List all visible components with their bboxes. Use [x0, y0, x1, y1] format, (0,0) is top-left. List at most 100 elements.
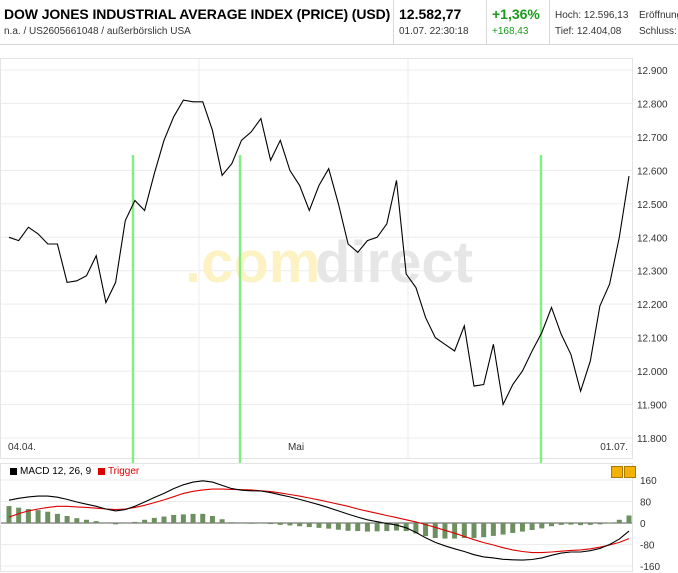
histogram-bar [626, 515, 632, 523]
histogram-bar [297, 523, 303, 527]
price-tick-label: 12.100 [637, 334, 668, 345]
histogram-bar [345, 523, 351, 531]
histogram-bar [180, 514, 186, 523]
macd-tick-label: -80 [640, 541, 655, 552]
x-tick-label: 01.07. [600, 442, 628, 453]
histogram-bar [461, 523, 467, 539]
price-tick-label: 11.800 [637, 434, 667, 445]
price-tick-label: 12.600 [637, 166, 668, 177]
histogram-bar [490, 523, 496, 536]
price-tick-label: 12.800 [637, 99, 668, 110]
price-tick-label: 12.500 [637, 200, 668, 211]
trigger-swatch [97, 467, 105, 475]
histogram-bar [74, 518, 80, 523]
histogram-bar [190, 513, 196, 523]
macd-legend: MACD 12, 26, 9 Trigger [10, 466, 139, 477]
watermark: .com direct [185, 230, 473, 295]
histogram-bar [500, 523, 506, 535]
histogram-bar [607, 522, 613, 524]
settings-icon[interactable] [611, 466, 623, 478]
histogram-bar [413, 523, 419, 534]
x-axis-labels: 04.04. Mai 01.07. [8, 442, 628, 453]
histogram-bar [54, 513, 60, 523]
histogram-bar [64, 516, 70, 523]
histogram-bar [384, 523, 390, 532]
price-tick-label: 11.900 [637, 401, 667, 412]
histogram-bar [452, 523, 458, 539]
instrument-subtitle: n.a. / US2605661048 / außerbörslich USA [4, 26, 191, 37]
histogram-bar [587, 523, 593, 525]
change-cell [486, 0, 549, 44]
histogram-bar [558, 523, 564, 525]
price-tick-label: 12.900 [637, 66, 668, 77]
histogram-bar [549, 523, 554, 527]
high-value: Hoch: 12.596,13 [555, 10, 629, 21]
histogram-bar [45, 511, 51, 523]
histogram-bar [239, 523, 244, 524]
macd-line [8, 480, 630, 561]
price-panel-frame [0, 58, 633, 459]
histogram-bar [151, 517, 157, 523]
histogram-bar [519, 523, 525, 532]
open-label: Eröffnung [639, 10, 678, 21]
histogram-bar [171, 514, 177, 523]
histogram-bar [432, 523, 438, 539]
watermark-text-com: .com [185, 230, 320, 295]
histogram-bar [209, 516, 215, 523]
histogram-bar [306, 523, 312, 528]
close-icon[interactable] [624, 466, 636, 478]
histogram-bar [616, 519, 622, 523]
watermark-text-direct: direct [315, 230, 473, 295]
trigger-legend-label: Trigger [107, 466, 140, 477]
price-tick-label: 12.400 [637, 233, 668, 244]
price-tick-label: 12.000 [637, 367, 668, 378]
x-tick-label: 04.04. [8, 442, 36, 453]
histogram-bar [25, 509, 31, 523]
histogram-bar [35, 510, 41, 523]
histogram-bar [142, 519, 148, 523]
histogram-bar [394, 523, 399, 531]
trigger-line [8, 488, 630, 554]
change-percent: +1,36% [492, 6, 540, 22]
histogram-bar [510, 523, 516, 533]
histogram-bar [258, 523, 264, 524]
histogram-bar [161, 516, 167, 523]
histogram-bar [316, 523, 322, 528]
histogram-bar [374, 523, 380, 532]
histogram-bar [471, 523, 477, 539]
histogram-bar [93, 521, 99, 523]
macd-tick-label: 80 [640, 498, 652, 509]
histogram-bar [481, 523, 487, 538]
macd-tick-label: -160 [640, 562, 660, 573]
histogram-bar [335, 523, 341, 530]
histogram-bar [568, 523, 574, 525]
close-label: Schluss: [639, 26, 677, 37]
histogram-bar [355, 523, 361, 532]
range-cell [549, 0, 678, 44]
macd-legend-label: MACD 12, 26, 9 [20, 466, 92, 477]
macd-tick-label: 160 [640, 476, 657, 487]
histogram-bar [539, 523, 545, 529]
macd-panel-frame [0, 463, 633, 572]
histogram-bar [268, 523, 274, 525]
macd-plot [0, 463, 633, 572]
histogram-bar [326, 523, 332, 529]
low-value: Tief: 12.404,08 [555, 26, 622, 37]
histogram-bar [597, 523, 603, 525]
histogram-bar [229, 522, 235, 523]
histogram-bar [113, 523, 119, 525]
histogram-bar [219, 519, 225, 523]
histogram-bar [16, 507, 22, 523]
price-grid [0, 58, 633, 459]
histogram-bar [578, 523, 584, 526]
price-tick-label: 12.200 [637, 300, 668, 311]
price-time: 01.07. 22:30:18 [399, 26, 469, 37]
quote-header: DOW JONES INDUSTRIAL AVERAGE INDEX (PRIC… [0, 0, 678, 45]
histogram-bar [6, 506, 12, 523]
histogram-bar [103, 523, 109, 524]
x-tick-label: Mai [288, 442, 304, 453]
histogram-bar [364, 523, 370, 532]
price-tick-label: 12.700 [637, 133, 668, 144]
price-tick-label: 12.300 [637, 267, 668, 278]
